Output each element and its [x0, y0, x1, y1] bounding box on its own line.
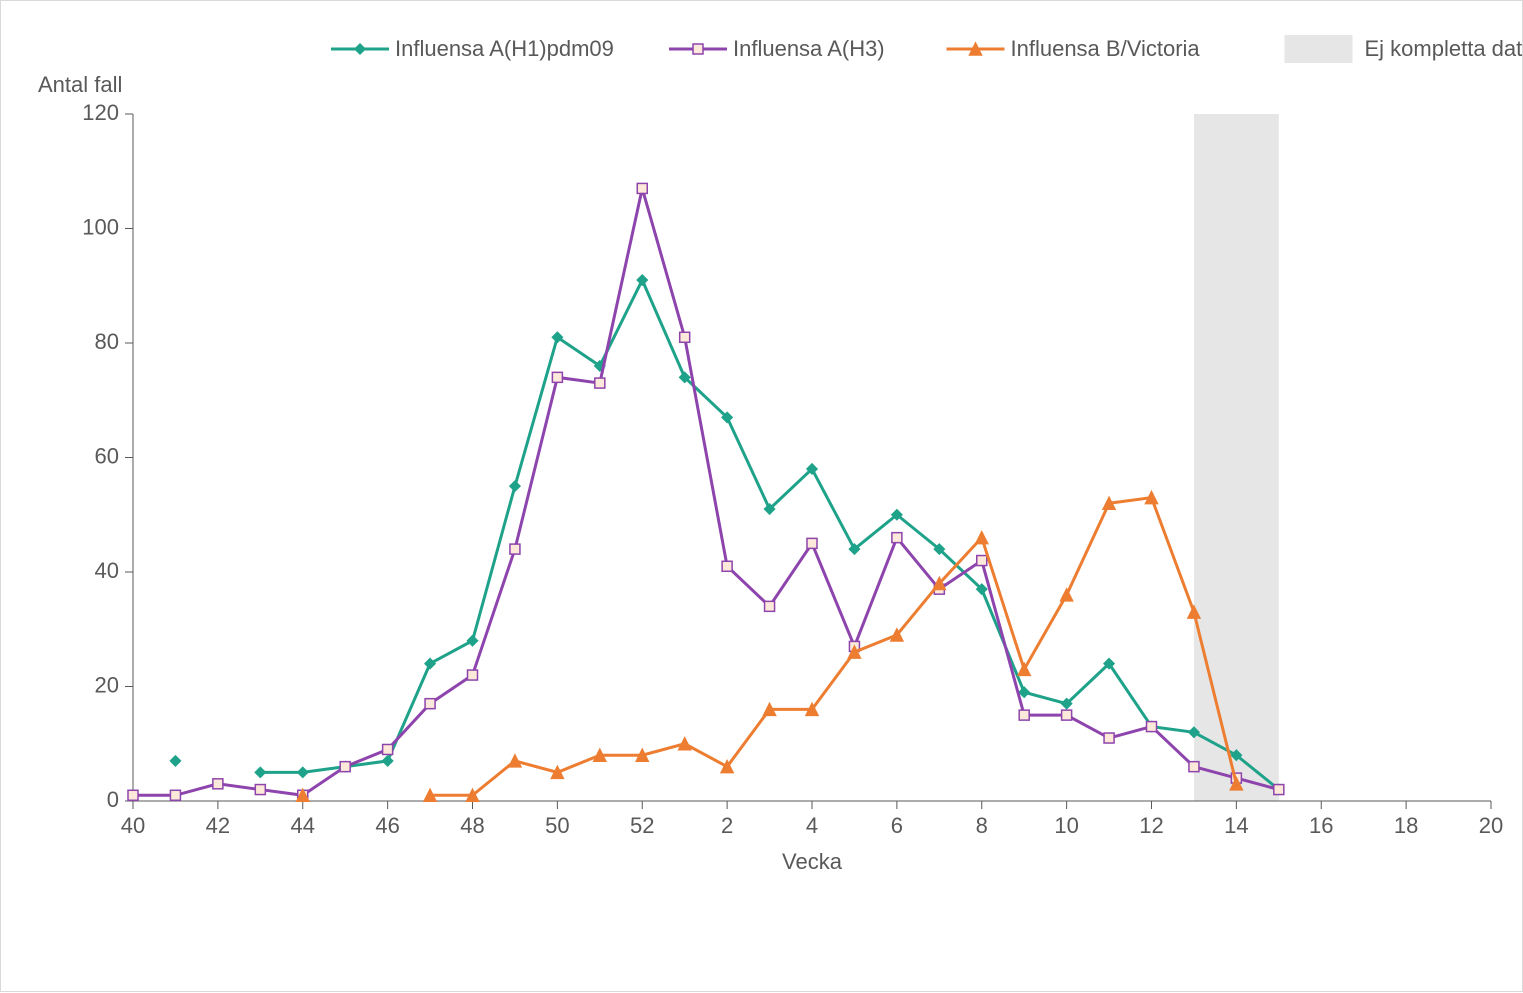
- x-tick-label: 20: [1479, 813, 1503, 838]
- legend-label: Influensa B/Victoria: [1011, 36, 1201, 61]
- x-tick-label: 46: [375, 813, 399, 838]
- y-tick-label: 40: [95, 558, 119, 583]
- legend-marker: [693, 44, 703, 54]
- x-tick-label: 48: [460, 813, 484, 838]
- data-point: [807, 538, 817, 548]
- data-point: [552, 372, 562, 382]
- data-point: [383, 756, 393, 766]
- series-2: [297, 492, 1243, 802]
- data-point: [468, 670, 478, 680]
- series-0: [170, 275, 1283, 795]
- data-point: [255, 785, 265, 795]
- data-point: [1147, 722, 1157, 732]
- data-point: [892, 533, 902, 543]
- y-tick-label: 100: [82, 214, 119, 239]
- series-line: [430, 498, 1236, 796]
- data-point: [1104, 733, 1114, 743]
- x-tick-label: 10: [1054, 813, 1078, 838]
- data-point: [637, 183, 647, 193]
- x-tick-label: 42: [206, 813, 230, 838]
- x-tick-label: 4: [806, 813, 818, 838]
- data-point: [977, 556, 987, 566]
- data-point: [298, 767, 308, 777]
- x-tick-label: 18: [1394, 813, 1418, 838]
- legend-marker: [355, 44, 365, 54]
- data-point: [255, 767, 265, 777]
- y-tick-label: 0: [107, 787, 119, 812]
- legend-label: Influensa A(H3): [733, 36, 885, 61]
- data-point: [340, 762, 350, 772]
- data-point: [383, 744, 393, 754]
- y-tick-label: 80: [95, 329, 119, 354]
- y-tick-label: 20: [95, 672, 119, 697]
- series-1: [128, 183, 1284, 800]
- data-point: [1019, 710, 1029, 720]
- x-tick-label: 16: [1309, 813, 1333, 838]
- data-point: [213, 779, 223, 789]
- y-tick-label: 120: [82, 100, 119, 125]
- line-chart: 0204060801001204042444648505224681012141…: [1, 1, 1523, 993]
- x-axis-title: Vecka: [782, 849, 843, 874]
- y-tick-label: 60: [95, 443, 119, 468]
- data-point: [637, 275, 647, 285]
- data-point: [170, 790, 180, 800]
- data-point: [510, 544, 520, 554]
- chart-container: 0204060801001204042444648505224681012141…: [0, 0, 1523, 992]
- x-tick-label: 8: [976, 813, 988, 838]
- legend-swatch-band: [1285, 35, 1353, 63]
- data-point: [1061, 589, 1073, 601]
- data-point: [1018, 663, 1030, 675]
- data-point: [170, 756, 180, 766]
- x-tick-label: 50: [545, 813, 569, 838]
- incomplete-data-band: [1194, 114, 1279, 801]
- data-point: [510, 481, 520, 491]
- data-point: [128, 790, 138, 800]
- data-point: [1189, 762, 1199, 772]
- x-tick-label: 52: [630, 813, 654, 838]
- data-point: [680, 332, 690, 342]
- legend-label: Ej kompletta data: [1365, 36, 1523, 61]
- x-tick-label: 40: [121, 813, 145, 838]
- x-tick-label: 12: [1139, 813, 1163, 838]
- data-point: [425, 699, 435, 709]
- x-tick-label: 2: [721, 813, 733, 838]
- legend-label: Influensa A(H1)pdm09: [395, 36, 614, 61]
- x-tick-label: 6: [891, 813, 903, 838]
- data-point: [595, 378, 605, 388]
- data-point: [1019, 687, 1029, 697]
- x-tick-label: 14: [1224, 813, 1248, 838]
- x-tick-label: 44: [291, 813, 315, 838]
- data-point: [976, 532, 988, 544]
- legend: Influensa A(H1)pdm09 Influensa A(H3) Influ…: [331, 35, 1353, 63]
- data-point: [722, 561, 732, 571]
- series-line: [133, 188, 1279, 795]
- data-point: [765, 601, 775, 611]
- data-point: [1274, 785, 1284, 795]
- y-axis-title: Antal fall: [38, 72, 122, 97]
- data-point: [1062, 710, 1072, 720]
